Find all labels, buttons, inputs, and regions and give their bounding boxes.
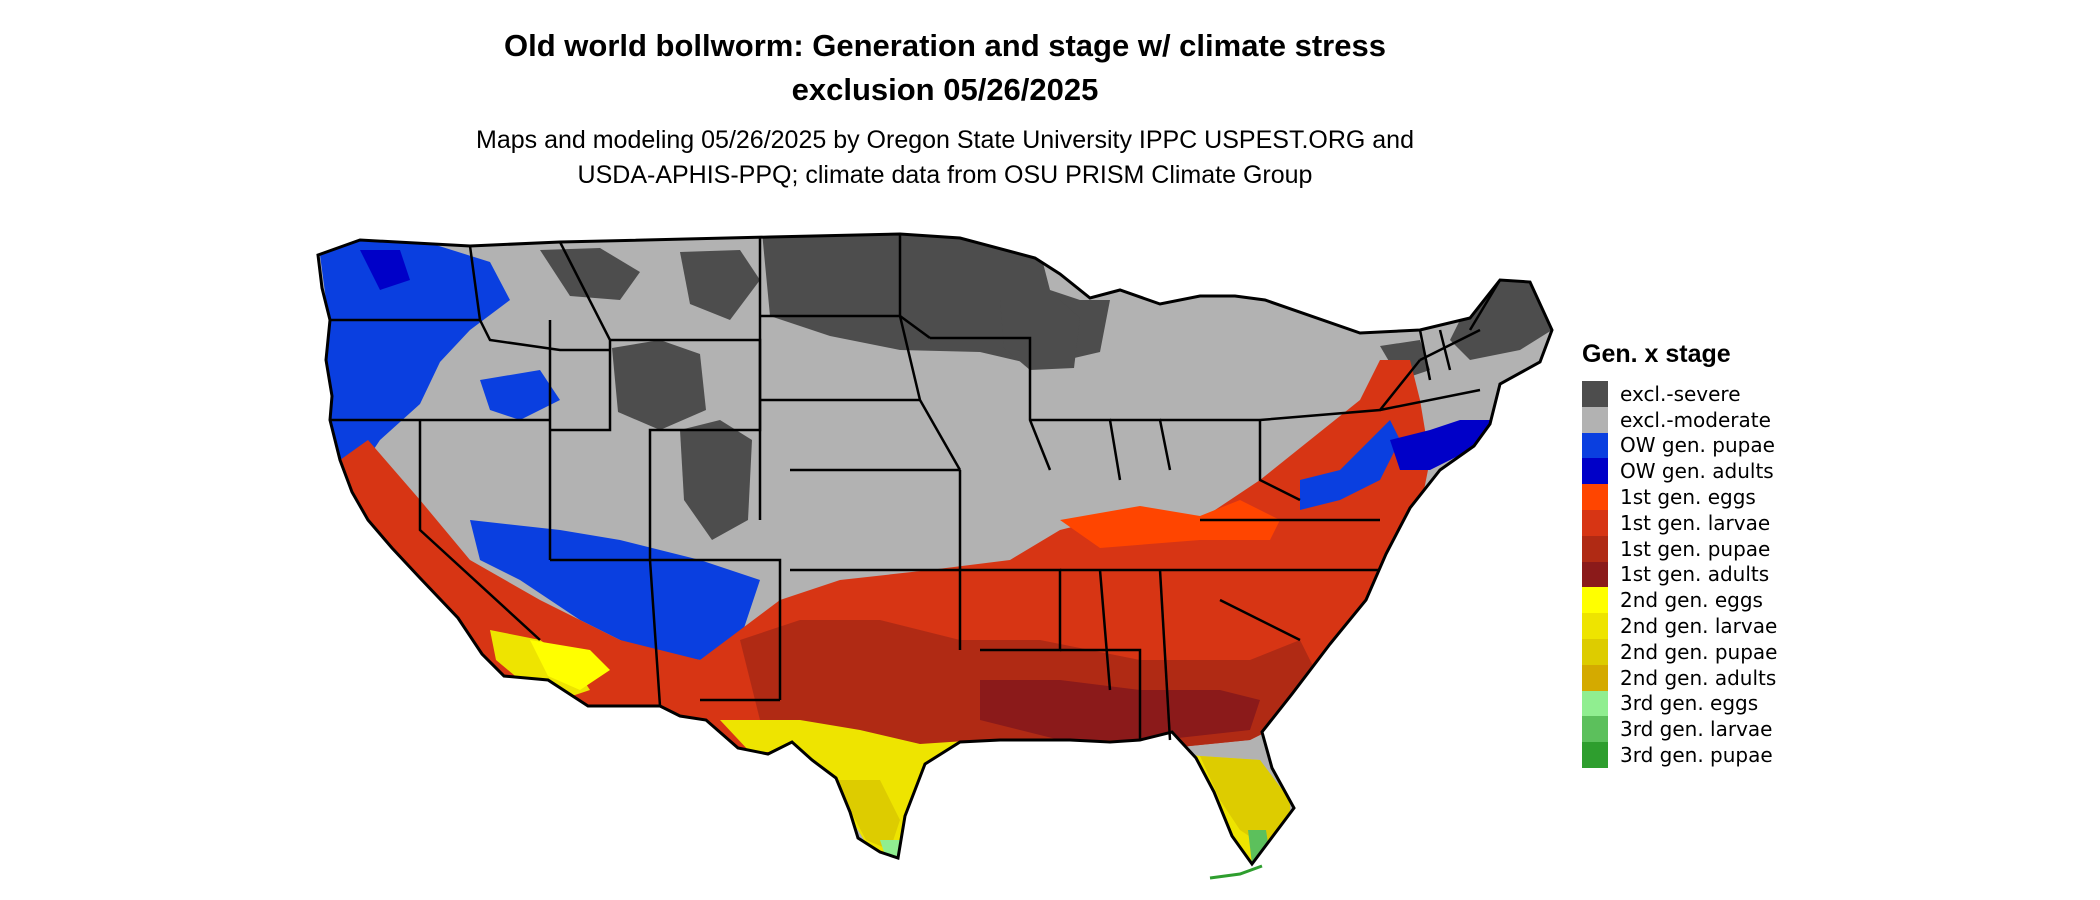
legend-swatch xyxy=(1582,613,1608,639)
climate-zones xyxy=(318,234,1552,864)
subtitle-line-2: USDA-APHIS-PPQ; climate data from OSU PR… xyxy=(577,161,1313,189)
legend-item: excl.-moderate xyxy=(1582,406,1777,433)
legend-item: 2nd gen. pupae xyxy=(1582,638,1778,665)
legend-item: 2nd gen. larvae xyxy=(1582,613,1777,639)
legend-label: 2nd gen. eggs xyxy=(1620,588,1763,613)
legend-swatch xyxy=(1582,742,1608,768)
legend-label: 1st gen. pupae xyxy=(1620,536,1771,561)
legend-label: 2nd gen. pupae xyxy=(1620,639,1778,664)
legend-label: 1st gen. adults xyxy=(1620,562,1770,587)
legend-item: excl.-severe xyxy=(1582,381,1777,407)
legend-label: OW gen. pupae xyxy=(1620,433,1775,458)
legend-label: 3rd gen. larvae xyxy=(1620,717,1773,742)
legend-label: 1st gen. larvae xyxy=(1620,510,1771,535)
legend-label: 1st gen. eggs xyxy=(1620,485,1756,510)
legend-swatch xyxy=(1582,690,1608,717)
legend-item: 2nd gen. adults xyxy=(1582,664,1777,691)
legend-label: 3rd gen. pupae xyxy=(1620,743,1773,768)
legend-label: OW gen. adults xyxy=(1620,459,1774,484)
subtitle-line-1: Maps and modeling 05/26/2025 by Oregon S… xyxy=(476,126,1414,154)
legend-swatch xyxy=(1582,484,1608,510)
legend-swatch xyxy=(1582,716,1608,743)
legend-swatch xyxy=(1582,432,1608,459)
us-map xyxy=(316,232,1554,880)
legend-item: 3rd gen. larvae xyxy=(1582,716,1777,743)
legend-swatch xyxy=(1582,458,1608,485)
map-title: Old world bollworm: Generation and stage… xyxy=(350,24,1540,112)
legend-swatch xyxy=(1582,406,1608,433)
legend-item: 1st gen. eggs xyxy=(1582,484,1777,510)
legend-item: OW gen. adults xyxy=(1582,458,1777,485)
title-line-1: Old world bollworm: Generation and stage… xyxy=(504,28,1386,63)
map-subtitle: Maps and modeling 05/26/2025 by Oregon S… xyxy=(350,123,1540,193)
title-line-2: exclusion 05/26/2025 xyxy=(791,72,1099,107)
legend-label: excl.-severe xyxy=(1620,381,1741,406)
legend-item: 3rd gen. pupae xyxy=(1582,742,1777,768)
legend-swatch xyxy=(1582,381,1608,407)
legend-label: 2nd gen. larvae xyxy=(1620,614,1778,639)
legend-label: 2nd gen. adults xyxy=(1620,665,1777,690)
legend-item: OW gen. pupae xyxy=(1582,432,1777,459)
legend-item: 2nd gen. eggs xyxy=(1582,587,1777,614)
legend-items: excl.-severe excl.-moderate OW gen. pupae O… xyxy=(1582,381,1777,768)
legend-swatch xyxy=(1582,587,1608,614)
legend-label: excl.-moderate xyxy=(1620,407,1771,432)
legend-swatch xyxy=(1582,535,1608,562)
legend-item: 1st gen. larvae xyxy=(1582,509,1777,536)
legend-swatch xyxy=(1582,664,1608,691)
legend-swatch xyxy=(1582,561,1608,588)
legend-label: 3rd gen. eggs xyxy=(1620,691,1759,716)
legend-swatch xyxy=(1582,509,1608,536)
legend: Gen. x stage excl.-severe excl.-moderate O… xyxy=(1582,340,1777,768)
legend-item: 3rd gen. eggs xyxy=(1582,690,1777,717)
legend-swatch xyxy=(1582,638,1608,665)
legend-title: Gen. x stage xyxy=(1582,340,1731,368)
state-boundaries xyxy=(330,234,1502,741)
legend-item: 1st gen. pupae xyxy=(1582,535,1777,562)
us-outline xyxy=(316,232,1554,867)
legend-item: 1st gen. adults xyxy=(1582,561,1777,588)
